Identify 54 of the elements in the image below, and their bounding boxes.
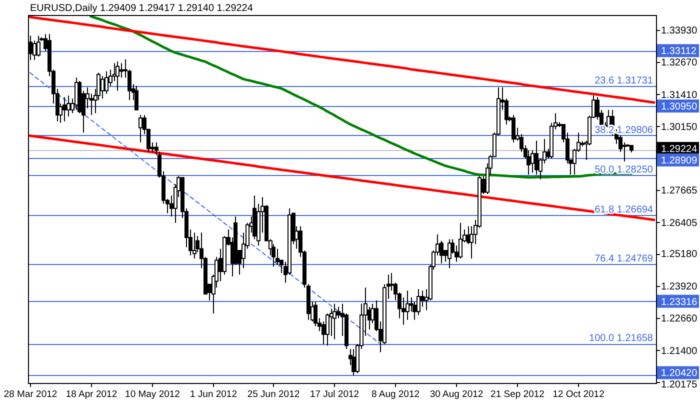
candlestick [100, 76, 104, 100]
y-tick-label: 1.27665 [661, 186, 698, 197]
ref-line-label: 100.0 1.21658 [589, 333, 654, 344]
line-series [28, 134, 656, 222]
x-tick-label: 1 Jun 2012 [190, 389, 238, 400]
x-tick-label: 8 Aug 2012 [371, 389, 420, 400]
y-tick-label: 1.20420 [661, 368, 698, 380]
candlestick [272, 244, 276, 268]
candlestick [512, 114, 516, 143]
line-series [28, 16, 656, 104]
y-tick-label: 1.31410 [661, 90, 698, 101]
candlestick [192, 232, 196, 259]
candlestick [630, 144, 634, 153]
candlestick [134, 85, 138, 110]
chart-title: EURUSD,Daily 1.29409 1.29417 1.29140 1.29224 [30, 3, 254, 14]
candlestick [458, 222, 462, 259]
candlestick [326, 312, 330, 346]
y-tick-label: 1.33112 [661, 46, 697, 58]
candlestick [66, 95, 70, 118]
x-tick-label: 28 Mar 2012 [4, 389, 58, 400]
y-tick-label: 1.20175 [661, 380, 698, 391]
ref-line-label: 23.6 1.31731 [594, 76, 654, 87]
candlestick [332, 303, 336, 340]
y-tick-label: 1.23316 [661, 296, 698, 308]
x-tick-label: 12 Oct 2012 [552, 389, 604, 400]
x-tick-label: 18 Apr 2012 [66, 389, 118, 400]
ref-line-label: 76.4 1.24769 [594, 254, 654, 265]
candlestick [138, 114, 142, 143]
y-tick-label: 1.32670 [661, 58, 698, 69]
y-tick-label: 1.30150 [661, 122, 698, 133]
candlestick [314, 301, 318, 327]
x-tick-label: 21 Sep 2012 [490, 389, 544, 400]
y-tick-label: 1.21400 [661, 346, 698, 357]
candlestick [352, 348, 356, 376]
x-tick-label: 25 Jun 2012 [247, 389, 300, 400]
y-tick-label: 1.33930 [661, 25, 698, 36]
candlestick [448, 238, 452, 269]
candlestick [104, 70, 108, 94]
y-tick-label: 1.30950 [661, 102, 698, 113]
y-tick-label: 1.29224 [661, 144, 698, 155]
candlestick [406, 290, 410, 320]
x-tick-label: 10 May 2012 [125, 389, 180, 400]
x-tick-label: 17 Jul 2012 [310, 389, 360, 400]
y-tick-label: 1.23920 [661, 281, 698, 292]
candlestick [36, 35, 40, 58]
candlestick [116, 61, 120, 92]
y-tick-label: 1.26405 [661, 218, 698, 229]
candlestick [62, 96, 66, 122]
candlestick [534, 140, 538, 176]
candlestick [526, 150, 530, 176]
y-tick-label: 1.22660 [661, 314, 698, 325]
y-tick-label: 1.25180 [661, 249, 698, 260]
y-tick-label: 1.28909 [661, 155, 698, 166]
x-tick-label: 30 Aug 2012 [430, 389, 484, 400]
